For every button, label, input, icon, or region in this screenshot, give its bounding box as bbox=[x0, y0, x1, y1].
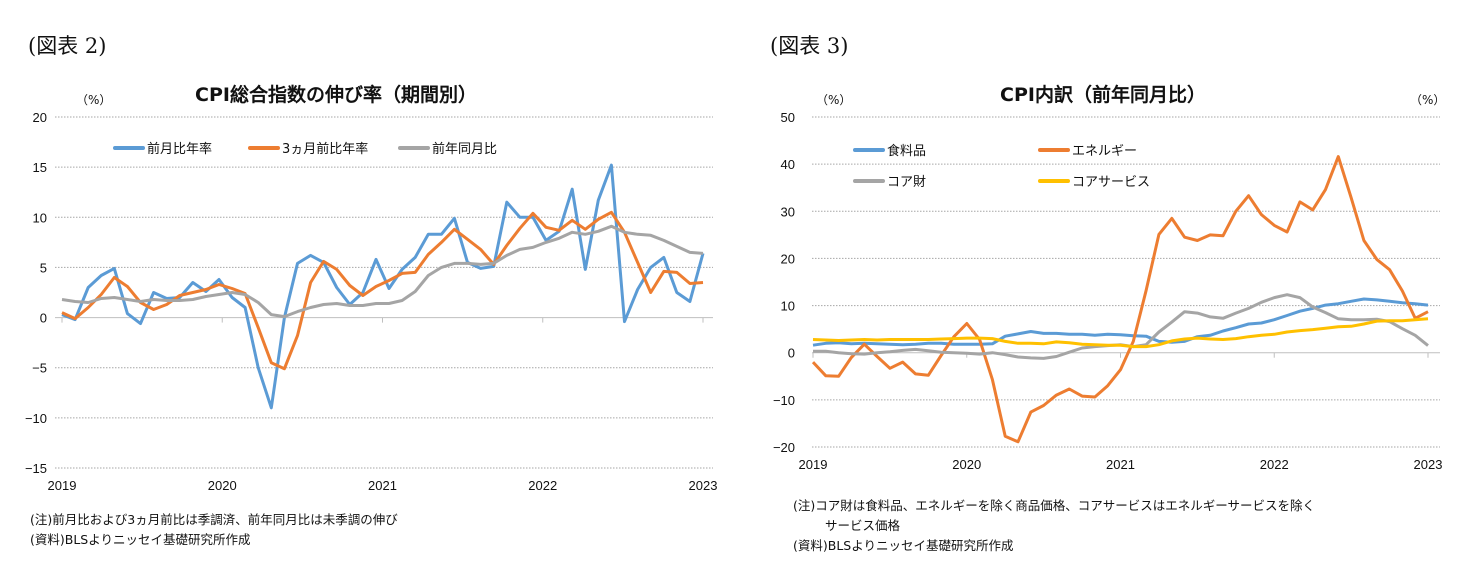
y-tick-label: 40 bbox=[781, 157, 795, 172]
series-line-1 bbox=[61, 163, 705, 410]
y-tick-label: 30 bbox=[781, 204, 795, 219]
series-line-3 bbox=[61, 224, 704, 319]
y-tick-label: 0 bbox=[788, 346, 795, 361]
y-unit-right-left: （%） bbox=[816, 93, 852, 107]
note-left-2: (資料)BLSよりニッセイ基礎研究所作成 bbox=[30, 532, 251, 547]
series-line-2 bbox=[61, 210, 704, 371]
y-tick-label: 5 bbox=[40, 260, 47, 275]
legend-label: エネルギー bbox=[1072, 144, 1137, 159]
x-tick-label: 2023 bbox=[689, 478, 718, 493]
y-tick-label: −10 bbox=[773, 393, 795, 408]
x-tick-label: 2022 bbox=[528, 478, 557, 493]
note-right-2: サービス価格 bbox=[825, 518, 901, 533]
note-right: (注)コア財は食料品、エネルギーを除く商品価格、コアサービスはエネルギーサービス… bbox=[793, 496, 1315, 556]
y-tick-label: 0 bbox=[40, 311, 47, 326]
legend-label: 前月比年率 bbox=[147, 141, 212, 157]
y-tick-label: 10 bbox=[781, 299, 795, 314]
chart-title-right: CPI内訳（前年同月比） bbox=[1000, 84, 1206, 106]
legend-label: コア財 bbox=[887, 175, 926, 190]
x-tick-label: 2021 bbox=[1106, 457, 1135, 472]
series-line-2 bbox=[811, 155, 1429, 444]
series-line-1 bbox=[812, 297, 1429, 347]
note-left-1: (注)前月比および3ヵ月前比は季調済、前年同月比は未季調の伸び bbox=[30, 512, 398, 527]
series-line-4 bbox=[812, 317, 1429, 349]
figure-label-right: (図表 3) bbox=[770, 34, 849, 58]
legend-label: 3ヵ月前比年率 bbox=[282, 141, 368, 157]
y-tick-label: −15 bbox=[25, 461, 47, 476]
y-tick-label: −20 bbox=[773, 440, 795, 455]
legend-label: 食料品 bbox=[887, 143, 926, 159]
y-tick-label: −5 bbox=[32, 361, 47, 376]
legend-label: 前年同月比 bbox=[432, 141, 497, 157]
note-right-3: (資料)BLSよりニッセイ基礎研究所作成 bbox=[793, 538, 1014, 553]
y-tick-label: 10 bbox=[33, 210, 47, 225]
y-tick-label: 20 bbox=[781, 251, 795, 266]
x-tick-label: 2021 bbox=[368, 478, 397, 493]
x-tick-label: 2020 bbox=[952, 457, 981, 472]
figure-label-left: (図表 2) bbox=[28, 34, 107, 58]
x-tick-label: 2019 bbox=[48, 478, 77, 493]
y-unit-left: （%） bbox=[76, 93, 112, 107]
x-tick-label: 2022 bbox=[1260, 457, 1289, 472]
legend-label: コアサービス bbox=[1072, 175, 1150, 190]
note-right-1: (注)コア財は食料品、エネルギーを除く商品価格、コアサービスはエネルギーサービス… bbox=[793, 498, 1316, 513]
y-unit-right-right: （%） bbox=[1410, 93, 1446, 107]
note-left: (注)前月比および3ヵ月前比は季調済、前年同月比は未季調の伸び (資料)BLSよ… bbox=[30, 510, 398, 550]
y-tick-label: −10 bbox=[25, 411, 47, 426]
chart-title-left: CPI総合指数の伸び率（期間別） bbox=[195, 84, 477, 106]
y-tick-label: 20 bbox=[33, 110, 47, 125]
y-tick-label: 15 bbox=[33, 160, 47, 175]
chart-2: 50 40 30 20 10 0 −10 −20 2019 2020 2021 2022 2023 食料品… bbox=[773, 110, 1443, 472]
x-tick-label: 2020 bbox=[208, 478, 237, 493]
x-tick-label: 2019 bbox=[799, 457, 828, 472]
y-tick-label: 50 bbox=[781, 110, 795, 125]
x-tick-label: 2023 bbox=[1414, 457, 1443, 472]
